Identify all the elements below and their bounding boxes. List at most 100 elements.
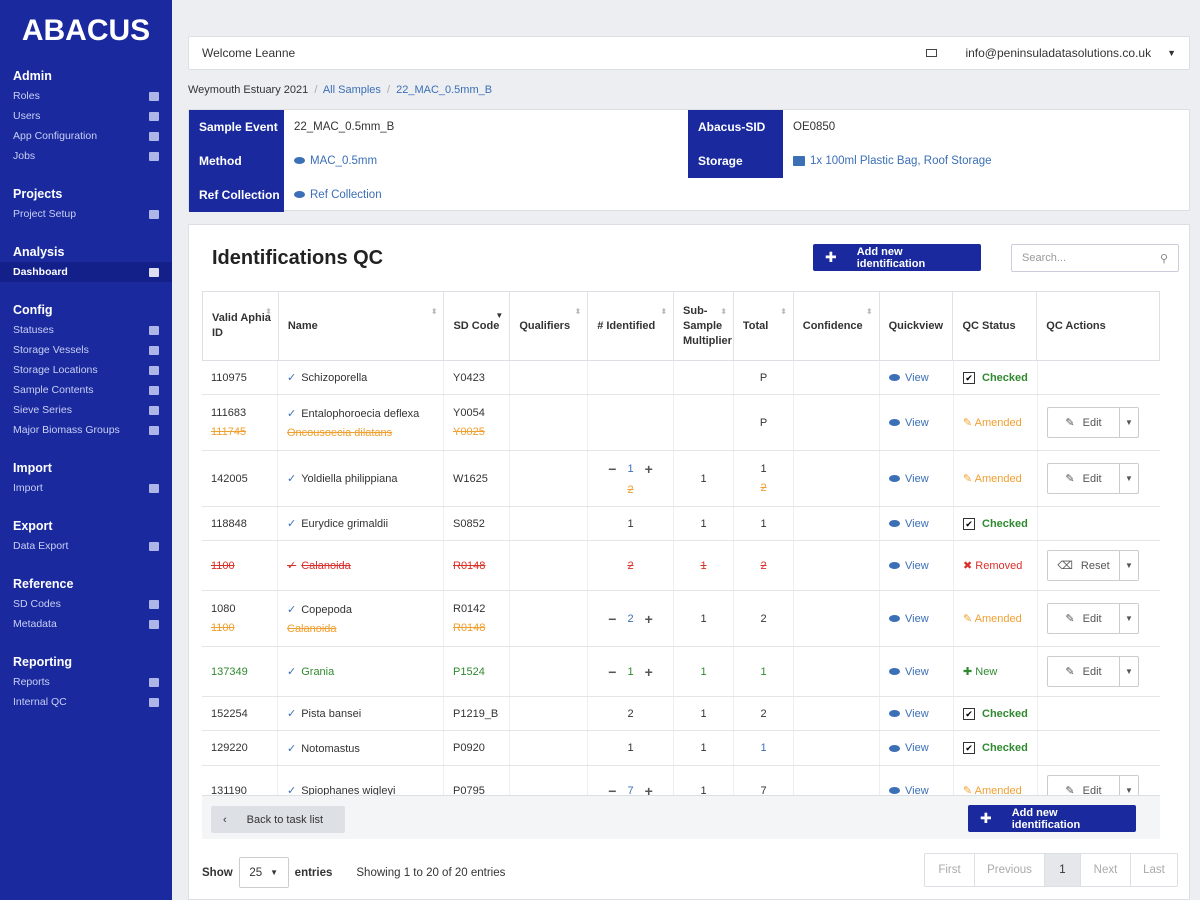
view-link[interactable]: View xyxy=(889,742,953,754)
plus-icon[interactable]: + xyxy=(644,663,653,680)
caret-down-icon[interactable]: ▼ xyxy=(1125,667,1133,676)
ref-collection-link[interactable]: Ref Collection xyxy=(284,189,382,201)
sidebar-item-storage-vessels[interactable]: Storage Vessels xyxy=(0,340,172,360)
plus-icon[interactable]: + xyxy=(644,461,653,477)
view-label[interactable]: View xyxy=(905,707,929,720)
table-row[interactable]: 1100 ✓ Calanoida R0148 2 1 2 View ✖ Removed ⌫ Rese… xyxy=(202,541,1160,591)
view-link[interactable]: View xyxy=(889,708,953,720)
table-row[interactable]: 131190 ✓ Spiophanes wigleyi P0795−7 +1 7 View ✎… xyxy=(202,766,1160,795)
column-header-identified[interactable]: # Identified ⬍ xyxy=(588,292,675,360)
caret-down-icon[interactable]: ▼ xyxy=(1125,614,1133,623)
table-row[interactable]: 110975 ✓ Schizoporella Y0423 P View ✔ Checked xyxy=(202,361,1160,395)
envelope-icon[interactable] xyxy=(926,49,938,57)
identified-value[interactable]: 2 xyxy=(627,612,634,625)
sidebar-item-reports[interactable]: Reports xyxy=(0,672,172,692)
back-to-task-list-button[interactable]: ‹ Back to task list xyxy=(211,806,345,833)
minus-icon[interactable]: − xyxy=(608,663,617,680)
view-link[interactable]: View xyxy=(889,518,953,530)
pager-first[interactable]: First xyxy=(925,854,975,886)
minus-icon[interactable]: − xyxy=(608,782,617,796)
edit-button[interactable]: ✎ Edit xyxy=(1048,604,1120,633)
edit-button-group[interactable]: ✎ Edit ▼ xyxy=(1047,463,1139,494)
ref-collection-value[interactable]: Ref Collection xyxy=(310,189,382,201)
caret-down-icon[interactable]: ▼ xyxy=(1125,418,1133,427)
table-row[interactable]: 142005 ✓ Yoldiella philippiana W1625−1 +2 1 1 2… xyxy=(202,451,1160,507)
edit-button-group[interactable]: ✎ Edit ▼ xyxy=(1047,656,1139,687)
table-row[interactable]: 1080 1100 ✓ Copepoda Calanoida R0142 R0148−2 +1… xyxy=(202,591,1160,647)
sidebar-item-statuses[interactable]: Statuses xyxy=(0,320,172,340)
pager-previous[interactable]: Previous xyxy=(975,854,1045,886)
plus-icon[interactable]: + xyxy=(644,782,653,796)
identified-stepper[interactable]: −1 + xyxy=(608,664,653,680)
view-link[interactable]: View xyxy=(889,372,953,384)
sidebar-item-storage-locations[interactable]: Storage Locations xyxy=(0,360,172,380)
edit-button-group[interactable]: ✎ Edit ▼ xyxy=(1047,775,1139,795)
view-label[interactable]: View xyxy=(905,371,929,384)
sidebar-item-data-export[interactable]: Data Export xyxy=(0,536,172,556)
method-link[interactable]: MAC_0.5mm xyxy=(284,155,377,167)
storage-link[interactable]: 1x 100ml Plastic Bag, Roof Storage xyxy=(783,155,992,167)
edit-button[interactable]: ✎ Edit xyxy=(1048,408,1120,437)
sidebar-item-project-setup[interactable]: Project Setup xyxy=(0,204,172,224)
view-link[interactable]: View xyxy=(889,613,953,625)
column-header-confidence[interactable]: Confidence ⬍ xyxy=(794,292,880,360)
table-row[interactable]: 137349 ✓ Grania P1524−1 +1 1 View ✚ New ✎ Edit ▼ xyxy=(202,647,1160,697)
sidebar-item-metadata[interactable]: Metadata xyxy=(0,614,172,634)
edit-button[interactable]: ✎ Edit xyxy=(1048,657,1120,686)
caret-down-icon[interactable]: ▼ xyxy=(1125,474,1133,483)
caret-down-icon[interactable]: ▼ xyxy=(1167,48,1176,58)
column-header-qc-status[interactable]: QC Status xyxy=(953,292,1038,360)
pager-last[interactable]: Last xyxy=(1143,864,1165,876)
pager-1[interactable]: 1 xyxy=(1045,854,1081,886)
identified-value[interactable]: 7 xyxy=(627,784,634,796)
view-label[interactable]: View xyxy=(905,559,929,572)
breadcrumb-current[interactable]: 22_MAC_0.5mm_B xyxy=(396,84,493,96)
identified-stepper[interactable]: −1 + xyxy=(608,461,653,477)
sidebar-item-major-biomass-groups[interactable]: Major Biomass Groups xyxy=(0,420,172,440)
sidebar-item-users[interactable]: Users xyxy=(0,106,172,126)
add-identification-button-bottom[interactable]: ✚ Add new identification xyxy=(968,805,1136,832)
page-size-value[interactable]: 25 xyxy=(249,866,263,879)
method-value[interactable]: MAC_0.5mm xyxy=(310,155,378,167)
edit-button-group[interactable]: ✎ Edit ▼ xyxy=(1047,603,1139,634)
view-label[interactable]: View xyxy=(905,665,929,678)
column-header-qc-actions[interactable]: QC Actions xyxy=(1037,292,1159,360)
identified-value[interactable]: 1 xyxy=(627,463,634,475)
table-row[interactable]: 152254 ✓ Pista bansei P1219_B 2 1 2 View ✔ Checke… xyxy=(202,697,1160,731)
view-label[interactable]: View xyxy=(905,517,929,530)
pager-next[interactable]: Next xyxy=(1081,854,1131,886)
table-row[interactable]: 111683 111745 ✓ Entalophoroecia deflexa Onco… xyxy=(202,395,1160,451)
view-label[interactable]: View xyxy=(905,742,929,754)
add-identification-button[interactable]: ✚ Add new identification xyxy=(813,244,981,271)
table-row[interactable]: 118848 ✓ Eurydice grimaldii S0852 1 1 1 View ✔ Ch… xyxy=(202,507,1160,541)
view-link[interactable]: View xyxy=(889,473,953,485)
page-size-select[interactable]: 25 ▼ xyxy=(238,857,289,888)
view-label[interactable]: View xyxy=(905,612,929,625)
user-menu[interactable]: info@peninsuladatasolutions.co.uk ▼ xyxy=(926,46,1176,60)
plus-icon[interactable]: + xyxy=(644,610,653,627)
sidebar-item-sd-codes[interactable]: SD Codes xyxy=(0,594,172,614)
edit-button[interactable]: ✎ Edit xyxy=(1048,776,1120,795)
view-label[interactable]: View xyxy=(905,416,929,429)
table-row[interactable]: 129220 ✓ Notomastus P0920 1 1 1 View ✔ Checked xyxy=(202,731,1160,766)
column-header-name[interactable]: Name ⬍ xyxy=(279,292,445,360)
identified-stepper[interactable]: −2 + xyxy=(608,611,653,627)
sidebar-item-internal-qc[interactable]: Internal QC xyxy=(0,692,172,712)
edit-button-group[interactable]: ✎ Edit ▼ xyxy=(1047,407,1139,438)
view-label[interactable]: View xyxy=(905,472,929,485)
sidebar-item-dashboard[interactable]: Dashboard xyxy=(0,262,172,282)
sidebar-item-import[interactable]: Import xyxy=(0,478,172,498)
view-link[interactable]: View xyxy=(889,785,953,795)
reset-button[interactable]: ⌫ Reset xyxy=(1048,551,1120,580)
storage-value[interactable]: 1x 100ml Plastic Bag, Roof Storage xyxy=(810,155,992,167)
column-header-total[interactable]: Total ⬍ xyxy=(734,292,794,360)
sidebar-item-sample-contents[interactable]: Sample Contents xyxy=(0,380,172,400)
sidebar-item-roles[interactable]: Roles xyxy=(0,86,172,106)
view-link[interactable]: View xyxy=(889,560,953,572)
reset-button-group[interactable]: ⌫ Reset ▼ xyxy=(1047,550,1139,581)
column-header-qualifiers[interactable]: Qualifiers ⬍ xyxy=(510,292,589,360)
sidebar-item-jobs[interactable]: Jobs xyxy=(0,146,172,166)
user-email[interactable]: info@peninsuladatasolutions.co.uk xyxy=(965,46,1152,60)
caret-down-icon[interactable]: ▼ xyxy=(1125,786,1133,795)
view-link[interactable]: View xyxy=(889,417,953,429)
